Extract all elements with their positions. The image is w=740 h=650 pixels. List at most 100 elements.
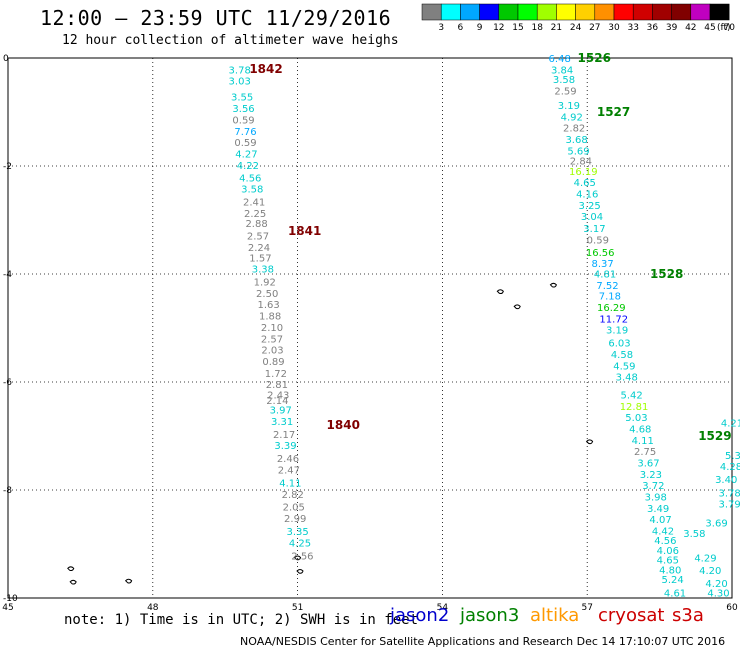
legend-swatch	[556, 3, 576, 21]
wave-height-value: 3.19	[606, 326, 628, 337]
legend-tick-label: 6	[458, 23, 464, 33]
wave-height-value: 4.11	[632, 436, 654, 447]
legend-swatch	[536, 3, 557, 21]
lon-tick-label: 51	[292, 603, 303, 613]
wave-height-value: 4.07	[649, 515, 671, 526]
wave-height-value: 2.75	[634, 447, 656, 458]
wave-height-value: 3.97	[270, 406, 292, 417]
wave-height-value: 5.69	[567, 146, 589, 157]
satellite-label: altika	[530, 605, 580, 626]
wave-height-value: 4.11	[279, 478, 301, 489]
footer-note: note: 1) Time is in UTC; 2) SWH is in fe…	[64, 612, 419, 628]
wave-height-value: 2.82	[282, 490, 304, 501]
wave-height-value: 2.57	[247, 232, 269, 243]
wave-height-value: 4.22	[237, 161, 259, 172]
legend-tick-label: 27	[589, 23, 600, 33]
altimeter-tracks: 3.783.033.553.560.597.760.594.274.224.56…	[229, 54, 740, 600]
wave-height-value: 4.29	[694, 554, 716, 565]
pass-time-label: 1841	[288, 224, 321, 238]
wave-height-value: 8.37	[592, 259, 614, 270]
wave-height-value: 2.88	[245, 219, 267, 230]
color-legend: 3 6 9 12 15 18 21 24 27 30 33 36 39 42 45 70(ft)	[421, 3, 735, 33]
wave-height-value: 2.03	[261, 346, 283, 357]
wave-height-value: 2.50	[256, 289, 278, 300]
satellite-label: jason2	[390, 605, 450, 626]
wave-height-value: 2.17	[273, 430, 295, 441]
wave-height-value: 4.16	[576, 190, 598, 201]
footer-credit: NOAA/NESDIS Center for Satellite Applica…	[240, 635, 726, 648]
wave-height-value: 1.57	[249, 253, 271, 264]
legend-tick-label: 70	[723, 23, 735, 33]
map-frame	[7, 57, 733, 599]
wave-height-value: 3.55	[231, 92, 253, 103]
lon-tick-label: 60	[726, 603, 738, 613]
wave-height-value: 4.56	[654, 536, 676, 547]
lat-tick-label: -10	[3, 594, 18, 604]
wave-height-value: 4.20	[705, 579, 727, 590]
lat-tick-label: -6	[3, 378, 12, 388]
wave-height-value: 3.38	[252, 265, 274, 276]
wave-height-value: 12.81	[620, 402, 649, 413]
legend-swatch	[632, 3, 653, 21]
wave-height-value: 2.99	[284, 514, 306, 525]
pass-time-label: 1528	[650, 267, 683, 281]
wave-height-value: 4.61	[664, 589, 686, 600]
wave-height-value: 0.89	[262, 357, 284, 368]
wave-height-value: 2.14	[266, 396, 288, 407]
wave-height-value: 2.82	[563, 124, 585, 135]
wave-height-value: 3.58	[241, 185, 263, 196]
wave-height-value: 5.24	[661, 575, 683, 586]
pass-time-label: 1526	[578, 51, 611, 65]
wave-height-value: 2.46	[277, 454, 299, 465]
lon-tick-label: 57	[581, 603, 592, 613]
wave-height-value: 4.80	[659, 565, 681, 576]
lon-tick-label: 48	[147, 603, 159, 613]
wave-height-value: 3.23	[640, 470, 662, 481]
wave-height-value: 16.56	[586, 248, 615, 259]
lat-tick-label: 0	[3, 54, 9, 64]
wave-height-value: 4.20	[699, 566, 721, 577]
wave-height-value: 4.56	[239, 173, 261, 184]
wave-height-value: 3.58	[553, 75, 575, 86]
wave-height-value: 2.43	[267, 390, 289, 401]
wave-height-value: 7.52	[596, 281, 618, 292]
wave-height-value: 3.72	[642, 481, 664, 492]
legend-swatch	[709, 3, 730, 21]
lat-tick-label: -4	[3, 270, 12, 280]
wave-height-value: 4.92	[561, 112, 583, 123]
island-a	[67, 566, 75, 572]
coastlines	[67, 282, 594, 585]
wave-height-value: 1.88	[259, 312, 281, 323]
legend-tick-label: 24	[570, 23, 582, 33]
wave-height-value: 3.78	[718, 489, 740, 500]
wave-height-value: 6.03	[608, 339, 630, 350]
legend-tick-label: 39	[666, 23, 678, 33]
legend-swatch	[421, 3, 442, 21]
legend-tick-label: 15	[512, 23, 523, 33]
legend-tick-label: 9	[477, 23, 483, 33]
legend-tick-label: 33	[627, 23, 638, 33]
wave-height-value: 4.27	[235, 150, 257, 161]
legend-tick-label: 36	[647, 23, 659, 33]
wave-height-value: 11.72	[599, 314, 628, 325]
wave-height-value: 2.56	[291, 551, 313, 562]
wave-height-value: 1.72	[265, 369, 287, 380]
legend-tick-label: 21	[551, 23, 562, 33]
satellite-label: cryosat	[598, 605, 665, 626]
wave-height-value: 3.31	[271, 417, 293, 428]
wave-height-value: 4.58	[611, 350, 633, 361]
wave-height-value: 3.04	[581, 212, 603, 223]
legend-swatch	[440, 3, 461, 21]
pass-time-label: 1527	[597, 105, 630, 119]
wave-height-value: 2.84	[570, 157, 592, 168]
wave-height-value: 3.98	[645, 492, 667, 503]
legend-swatch	[460, 3, 480, 21]
island-i	[585, 439, 594, 445]
wave-height-value: 4.21	[721, 419, 740, 430]
wave-height-value: 0.59	[232, 116, 254, 127]
legend-swatch	[652, 3, 672, 21]
wave-height-value: 4.06	[657, 546, 679, 557]
wave-height-value: 16.29	[597, 303, 626, 314]
wave-height-value: 3.79	[718, 500, 740, 511]
